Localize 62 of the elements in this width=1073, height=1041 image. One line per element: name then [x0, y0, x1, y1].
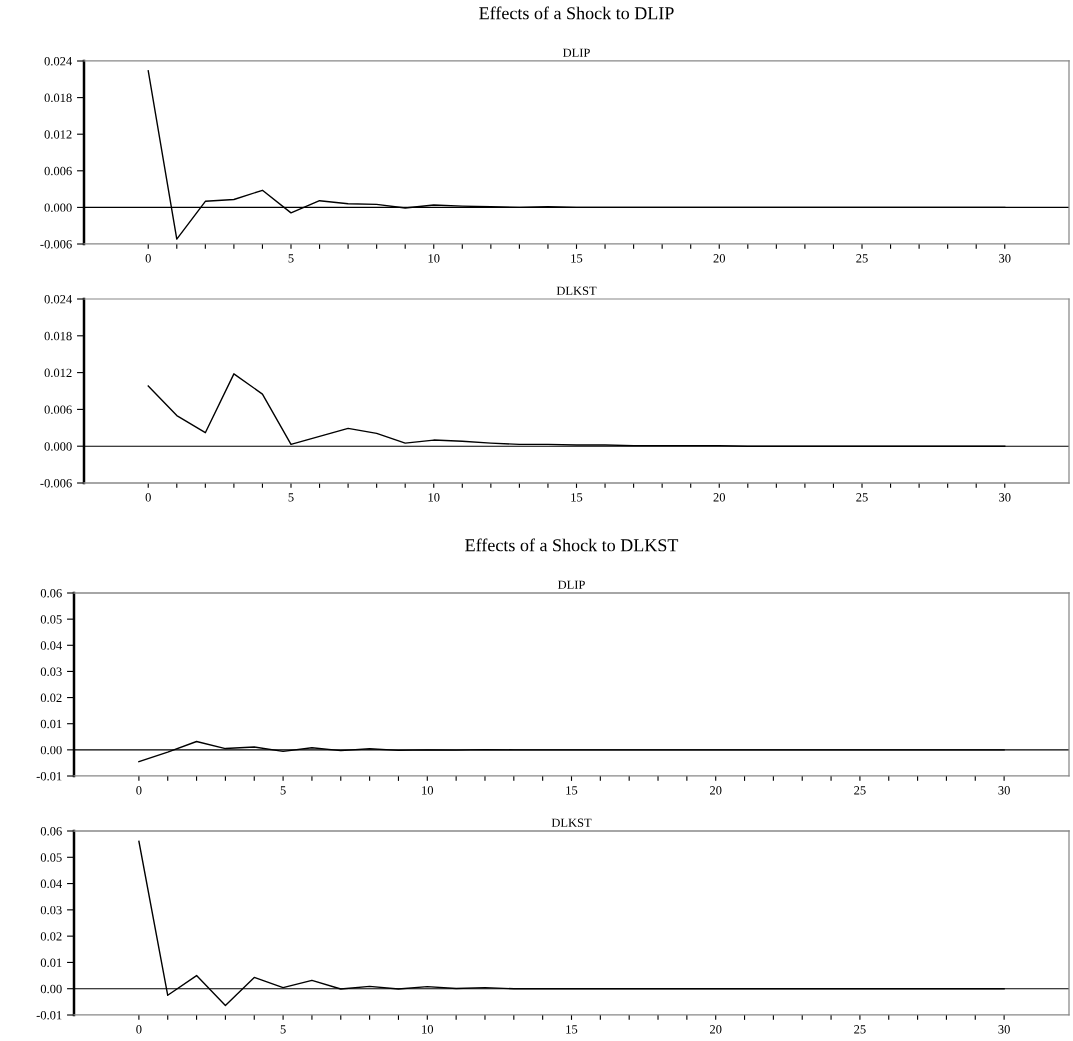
x-tick-label: 25 [856, 254, 868, 263]
y-tick-label: 0.012 [44, 368, 72, 378]
x-tick-label: 30 [999, 254, 1011, 263]
x-tick-label: 15 [566, 786, 578, 795]
y-tick-label: 0.012 [44, 130, 72, 139]
x-tick-label: 0 [136, 786, 142, 795]
x-tick-label: 30 [999, 493, 1011, 502]
x-tick-label: 20 [713, 493, 726, 502]
x-tick-label: 0 [145, 254, 151, 263]
x-tick-label: 20 [710, 1025, 722, 1034]
y-tick-label: 0.06 [40, 589, 62, 598]
x-tick-label: 10 [428, 254, 440, 263]
y-tick-label: 0.00 [40, 984, 62, 994]
x-tick-label: 25 [854, 1025, 866, 1034]
chart-title: Effects of a Shock to DLIP [479, 6, 674, 20]
y-tick-label: 0.03 [40, 667, 62, 676]
y-tick-label: 0.006 [44, 166, 72, 176]
x-tick-label: 5 [288, 254, 294, 263]
x-tick-label: 5 [280, 786, 286, 795]
y-tick-label: -0.01 [36, 772, 62, 781]
y-tick-label: 0.05 [40, 853, 62, 862]
x-tick-label: 0 [136, 1025, 142, 1034]
y-tick-label: -0.006 [40, 479, 72, 488]
x-tick-label: 10 [428, 493, 440, 502]
y-tick-label: 0.018 [44, 93, 72, 103]
y-tick-label: 0.02 [40, 932, 62, 941]
y-tick-label: 0.018 [44, 331, 72, 341]
y-tick-label: 0.03 [40, 905, 62, 915]
x-tick-label: 25 [856, 493, 868, 502]
x-tick-label: 15 [571, 254, 583, 263]
chart-subtitle: DLIP [557, 580, 585, 589]
x-tick-label: 5 [280, 1025, 286, 1034]
chart-subtitle: DLKST [556, 286, 597, 295]
chart-subtitle: DLKST [551, 818, 592, 827]
y-tick-label: 0.05 [40, 615, 62, 624]
y-tick-label: 0.024 [44, 295, 72, 304]
y-tick-label: 0.006 [44, 405, 72, 414]
x-tick-label: 15 [566, 1025, 578, 1034]
chart-title: Effects of a Shock to DLKST [465, 538, 679, 552]
x-tick-label: 15 [571, 493, 583, 502]
x-tick-label: 20 [713, 254, 726, 263]
chart-subtitle: DLIP [562, 48, 590, 57]
x-tick-label: 10 [422, 786, 434, 795]
y-tick-label: 0.01 [40, 958, 62, 967]
x-tick-label: 30 [998, 786, 1010, 795]
y-tick-label: -0.01 [36, 1011, 62, 1020]
y-tick-label: 0.06 [40, 827, 62, 836]
y-tick-label: 0.00 [40, 745, 62, 755]
y-tick-label: -0.006 [40, 240, 72, 249]
y-tick-label: 0.02 [40, 693, 62, 703]
y-tick-label: 0.000 [44, 442, 72, 451]
y-tick-label: 0.01 [40, 719, 62, 729]
y-tick-label: 0.000 [44, 203, 72, 212]
x-tick-label: 5 [288, 493, 294, 502]
y-tick-label: 0.024 [44, 57, 72, 66]
x-tick-label: 30 [998, 1025, 1010, 1034]
x-tick-label: 20 [710, 786, 722, 795]
x-tick-label: 0 [145, 493, 151, 502]
x-tick-label: 10 [422, 1025, 434, 1034]
y-tick-label: 0.04 [40, 879, 62, 889]
y-tick-label: 0.04 [40, 641, 62, 650]
x-tick-label: 25 [854, 786, 866, 795]
